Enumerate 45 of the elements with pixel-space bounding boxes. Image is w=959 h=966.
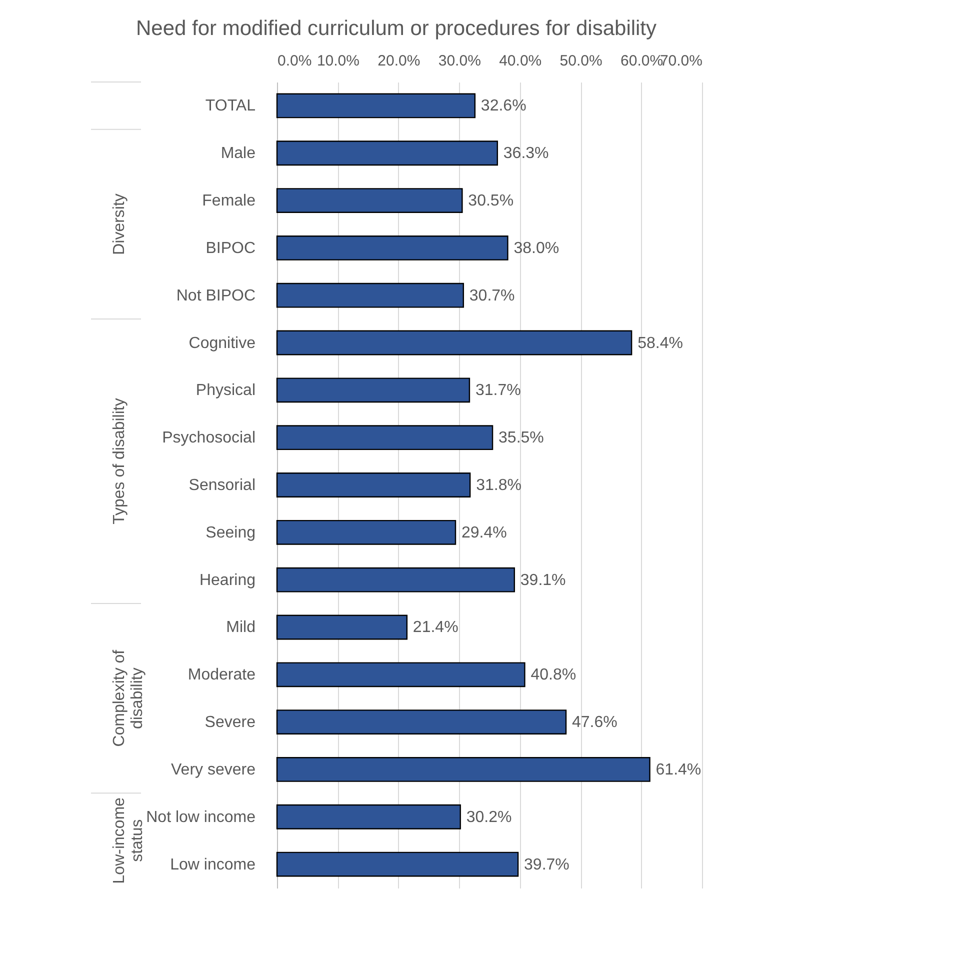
data-label: 39.1% (520, 572, 566, 589)
y-tick-label: TOTAL (205, 98, 256, 115)
data-label: 32.6% (480, 98, 526, 115)
x-tick-label: 10.0% (316, 52, 360, 70)
x-tick-label: 50.0% (560, 52, 602, 70)
text: Low-income status (111, 797, 146, 884)
x-tick-label: 20.0% (378, 52, 420, 70)
y-tick-label: Sensorial (188, 477, 256, 494)
y-tick-label: Hearing (199, 572, 256, 589)
data-label: 30.2% (466, 808, 512, 826)
text: Diversity (111, 194, 128, 255)
text: Complexity of disability (111, 649, 146, 747)
y-tick-label: Severe (204, 714, 256, 732)
y-tick-label: Male (220, 145, 256, 162)
y-tick-label: Psychosocial (162, 430, 256, 447)
x-tick-label: 30.0% (438, 52, 481, 70)
y-tick-label: Low income (170, 856, 256, 874)
y-tick-label: Not BIPOC (176, 287, 256, 304)
y-tick-label: Female (202, 192, 256, 210)
data-label: 30.7% (469, 287, 515, 304)
data-label: 47.6% (572, 714, 618, 732)
data-label: 40.8% (530, 666, 576, 684)
y-tick-label: BIPOC (206, 240, 256, 257)
y-tick-label: Cognitive (188, 334, 256, 352)
data-label: 35.5% (498, 430, 544, 447)
y-tick-label: Mild (226, 619, 256, 636)
x-tick-label: 0.0% (278, 52, 312, 70)
chart-title: Need for modified curriculum or procedures for disability (136, 17, 658, 40)
data-label: 58.4% (638, 334, 683, 352)
data-label: 31.8% (476, 477, 522, 494)
x-tick-label: 40.0% (499, 52, 542, 70)
data-label: 31.7% (475, 382, 521, 400)
text: Types of disability (111, 398, 128, 524)
y-tick-label: Seeing (206, 524, 256, 542)
data-label: 21.4% (412, 619, 458, 636)
y-tick-label: Not low income (146, 808, 256, 826)
y-tick-label: Physical (196, 382, 256, 400)
data-label: 61.4% (656, 761, 702, 778)
data-label: 39.7% (524, 856, 570, 874)
data-label: 29.4% (462, 524, 507, 542)
y-tick-label: Very severe (171, 761, 256, 778)
data-label: 38.0% (514, 240, 560, 257)
y-tick-label: Moderate (188, 666, 256, 684)
data-label: 30.5% (468, 192, 514, 210)
data-label: 36.3% (503, 145, 549, 162)
